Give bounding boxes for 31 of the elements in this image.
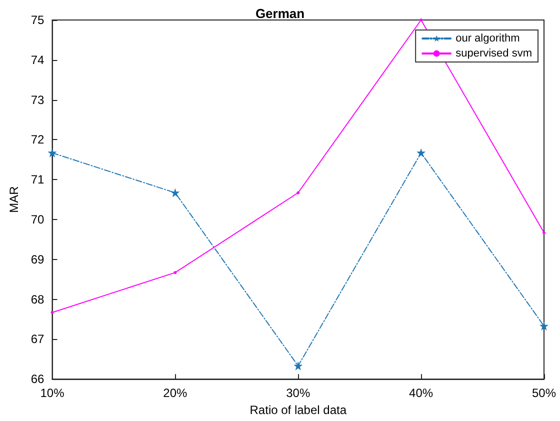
y-tick-label: 70 (30, 212, 45, 226)
chart-title: German (255, 6, 305, 21)
point (50, 310, 54, 314)
y-axis-title: MAR (7, 186, 21, 213)
point (294, 361, 303, 370)
point (170, 188, 180, 198)
point (542, 231, 546, 234)
y-tick-label: 74 (30, 52, 45, 67)
x-axis-title: Ratio of label data (250, 403, 347, 417)
y-tick-label: 69 (30, 252, 45, 266)
x-tick-label: 40% (409, 386, 434, 400)
point (420, 18, 423, 22)
y-tick-label: 66 (30, 372, 45, 386)
x-tick-label: 20% (163, 386, 188, 400)
x-tick-label: 10% (40, 386, 65, 400)
point (174, 271, 177, 274)
x-tick-label: 30% (286, 386, 310, 400)
point (296, 191, 300, 194)
x-tick-label: 50% (532, 386, 556, 400)
y-tick-label: 72 (30, 132, 45, 147)
y-tick-label: 68 (30, 292, 45, 306)
legend-label: our algorithm (456, 32, 520, 44)
legend-label: supervised svm (456, 48, 532, 60)
line-series (50, 18, 546, 314)
y-tick-label: 67 (30, 332, 45, 346)
y-tick-label: 75 (30, 13, 45, 27)
y-tick-label: 71 (30, 172, 45, 187)
point (416, 148, 426, 158)
y-tick-label: 73 (30, 92, 45, 107)
point (48, 148, 57, 158)
point (540, 322, 548, 331)
